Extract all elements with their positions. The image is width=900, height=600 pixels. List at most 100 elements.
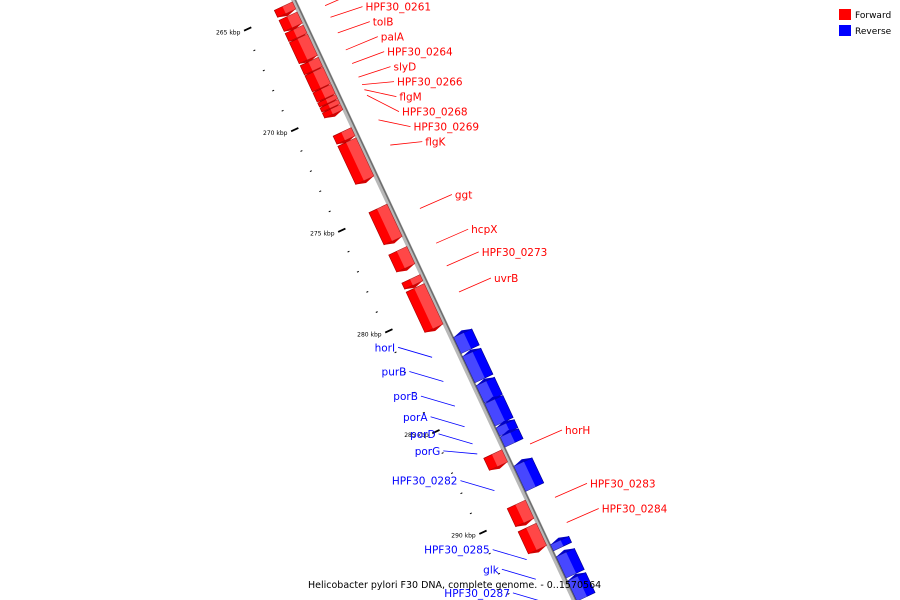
minor-tick — [272, 89, 275, 92]
gene-label-flgm[interactable]: flgM — [399, 92, 421, 104]
gene-label-horh[interactable]: horH — [565, 425, 590, 437]
gene-highlight — [500, 432, 515, 448]
gene-hpf30-0285[interactable] — [550, 535, 572, 552]
gene-hpf30-0287[interactable] — [567, 572, 596, 600]
gene-highlight — [325, 94, 338, 104]
gene-label-glk[interactable]: glk — [483, 564, 500, 576]
gene-label-pala[interactable]: palA — [381, 32, 405, 44]
gene-label-hcpx[interactable]: hcpX — [471, 224, 497, 236]
gene-arrow-cap — [336, 135, 355, 145]
gene-leader-line — [446, 251, 479, 267]
gene-body — [555, 548, 585, 579]
gene-hpf30-0264[interactable] — [304, 66, 331, 93]
gene-label-hpf30-0284[interactable]: HPF30_0284 — [602, 504, 668, 516]
gene-arrow-cap — [404, 280, 423, 290]
gene-label-ggt[interactable]: ggt — [455, 189, 472, 201]
gene-hpf30-0273[interactable] — [401, 274, 424, 290]
legend-label-forward: Forward — [855, 11, 891, 21]
gene-leader-line — [458, 277, 492, 293]
minor-tick — [441, 452, 444, 454]
gene-tolb[interactable] — [289, 33, 318, 65]
minor-tick — [375, 311, 378, 313]
gene-hcpx[interactable] — [388, 246, 416, 273]
gene-leader-line — [366, 94, 400, 113]
gene-arrow-cap — [476, 377, 495, 386]
gene-purb[interactable] — [462, 347, 494, 384]
gene-label-purb[interactable]: purB — [382, 366, 407, 378]
gene-label-porg[interactable]: porG — [415, 446, 441, 458]
gene-leader-line — [337, 21, 370, 34]
gene-leader-line — [529, 429, 563, 445]
gene-highlight — [515, 500, 534, 523]
gene-label-slyd[interactable]: slyD — [393, 62, 416, 74]
gene-label-pord[interactable]: porD — [410, 429, 436, 441]
gene-exbd-1[interactable] — [278, 11, 303, 32]
gene-horh[interactable] — [483, 449, 508, 471]
gene-label-pora[interactable]: porA — [403, 412, 428, 424]
tick-label: 275 kbp — [310, 231, 335, 238]
gene-label-hpf30-0261[interactable]: HPF30_0261 — [365, 2, 431, 14]
gene-arrow-cap — [324, 109, 343, 119]
gene-arrow-cap — [500, 428, 519, 437]
feature-layer — [273, 1, 596, 600]
tick-label: 280 kbp — [357, 331, 382, 338]
gene-label-hpf30-0285[interactable]: HPF30_0285 — [424, 545, 490, 557]
gene-leader-line — [460, 480, 495, 492]
minor-tick — [413, 391, 416, 394]
gene-label-hpf30-0282[interactable]: HPF30_0282 — [392, 476, 458, 488]
gene-flgm[interactable] — [319, 99, 341, 113]
gene-arrow-cap — [284, 23, 303, 32]
gene-label-hpf30-0273[interactable]: HPF30_0273 — [482, 247, 548, 259]
gene-label-hori[interactable]: horI — [375, 342, 396, 354]
gene-hpf30-0282[interactable] — [513, 457, 545, 492]
gene-ggt[interactable] — [368, 203, 403, 246]
gene-label-hpf30-0264[interactable]: HPF30_0264 — [387, 47, 453, 59]
gene-pala[interactable] — [299, 56, 323, 76]
gene-label-hpf30-0283[interactable]: HPF30_0283 — [590, 478, 656, 490]
gene-flgk[interactable] — [337, 137, 375, 185]
gene-label-hpf30-0266[interactable]: HPF30_0266 — [397, 77, 463, 89]
legend-swatch-reverse — [839, 25, 851, 36]
gene-label-flgk[interactable]: flgK — [425, 137, 446, 149]
gene-label-uvrb[interactable]: uvrB — [494, 273, 518, 285]
gene-leader-line — [419, 194, 453, 209]
gene-highlight — [341, 127, 355, 141]
minor-tick — [328, 210, 331, 213]
gene-label-hpf30-0268[interactable]: HPF30_0268 — [402, 107, 468, 119]
gene-arrow-cap — [462, 348, 481, 357]
gene-hori[interactable] — [453, 328, 480, 354]
gene-pora[interactable] — [484, 395, 514, 427]
minor-tick — [300, 150, 303, 152]
minor-tick — [422, 411, 425, 414]
gene-hpf30-0266[interactable] — [317, 94, 339, 108]
gene-hpf30-0283[interactable] — [506, 499, 535, 528]
gene-label-tolb[interactable]: tolB — [373, 17, 394, 29]
gene-label-hpf30-0287[interactable]: HPF30_0287 — [444, 588, 510, 600]
gene-hpf30-0261[interactable] — [284, 24, 308, 42]
gene-highlight — [377, 204, 403, 242]
gene-leader-line — [324, 0, 339, 7]
tick-label: 290 kbp — [451, 533, 476, 540]
gene-label-porb[interactable]: porB — [393, 391, 418, 403]
gene-leader-line — [364, 89, 397, 98]
gene-hpf30-0268[interactable] — [321, 104, 344, 119]
gene-label-hpf30-0269[interactable]: HPF30_0269 — [413, 122, 479, 134]
gene-uvrb[interactable] — [405, 283, 444, 333]
gene-leader-line — [352, 51, 385, 64]
gene-porg[interactable] — [499, 428, 524, 448]
gene-porb[interactable] — [475, 376, 503, 404]
gene-arrow-cap — [299, 55, 318, 64]
gene-unnamed[interactable] — [273, 1, 297, 18]
gene-leader-line — [420, 395, 456, 407]
gene-slyd[interactable] — [312, 84, 336, 103]
minor-tick — [262, 69, 265, 72]
gene-hpf30-0269[interactable] — [332, 127, 356, 145]
gene-leader-line — [512, 592, 539, 600]
gene-glk[interactable] — [555, 548, 585, 579]
gene-hpf30-0284[interactable] — [517, 522, 547, 555]
gene-arrow-cap — [496, 419, 515, 428]
gene-highlight — [414, 283, 443, 329]
tick-label: 265 kbp — [216, 29, 241, 36]
